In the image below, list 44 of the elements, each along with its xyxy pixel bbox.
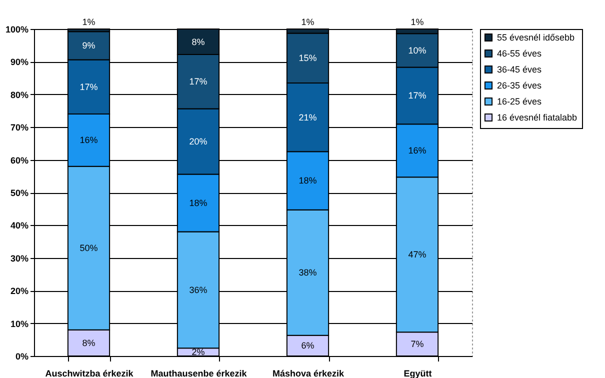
legend-label: 46-55 éves	[497, 48, 542, 58]
data-label: 8%	[82, 338, 96, 348]
y-tick-label: 20%	[10, 286, 28, 296]
data-label: 15%	[298, 53, 317, 64]
data-label: 7%	[410, 339, 424, 350]
data-label: 2%	[192, 347, 205, 358]
data-label: 17%	[80, 82, 98, 92]
y-tick-label: 50%	[10, 188, 28, 198]
data-label: 20%	[189, 136, 208, 146]
data-label: 16%	[408, 146, 426, 156]
data-label: 21%	[298, 112, 317, 122]
y-tick-label: 100%	[5, 24, 28, 34]
y-tick-label: 80%	[10, 90, 28, 100]
legend-label: 26-35 éves	[497, 80, 542, 90]
data-label: 16%	[80, 135, 98, 146]
legend-label: 36-45 éves	[497, 64, 542, 74]
data-label: 17%	[408, 90, 426, 101]
x-tick-label: Mauthausenbe érkezik	[150, 368, 248, 378]
data-label: 17%	[189, 76, 208, 87]
legend-label: 16 évesnél fiatalabb	[497, 112, 578, 122]
legend-label: 55 évesnél idősebb	[497, 32, 575, 42]
data-label: 10%	[408, 45, 426, 56]
data-label: 18%	[298, 176, 317, 186]
y-tick-label: 10%	[10, 318, 28, 329]
x-tick-label: Auschwitzba érkezik	[45, 368, 134, 378]
y-tick-label: 0%	[15, 352, 28, 362]
data-label: 38%	[298, 268, 317, 278]
data-label: 1%	[82, 17, 96, 27]
y-tick-label: 40%	[10, 220, 28, 231]
data-label: 1%	[410, 17, 424, 27]
data-label: 8%	[192, 36, 205, 47]
y-tick-label: 30%	[10, 253, 28, 264]
data-label: 36%	[189, 284, 208, 295]
x-tick-label: Máshova érkezik	[272, 368, 346, 378]
y-tick-label: 70%	[10, 122, 28, 133]
y-tick-label: 60%	[10, 155, 28, 166]
data-label: 6%	[301, 340, 314, 351]
legend-label: 16-25 éves	[497, 96, 542, 106]
data-label: 9%	[82, 40, 96, 51]
data-label: 1%	[301, 17, 314, 27]
y-tick-label: 90%	[10, 57, 28, 68]
data-label: 18%	[189, 198, 208, 208]
data-label: 50%	[80, 243, 98, 254]
data-label: 47%	[408, 250, 426, 260]
